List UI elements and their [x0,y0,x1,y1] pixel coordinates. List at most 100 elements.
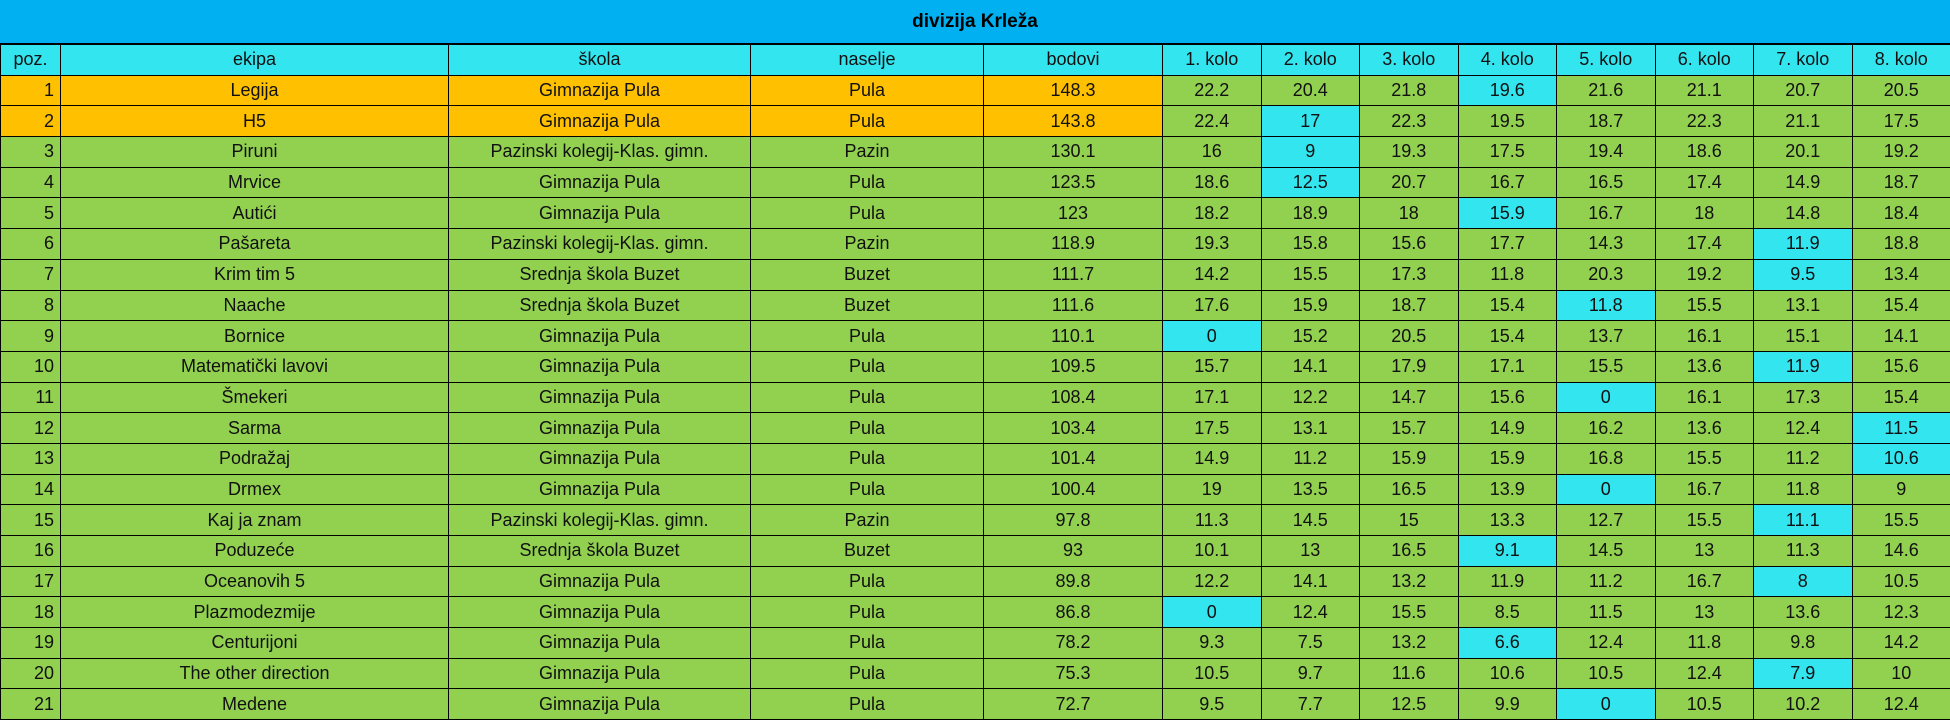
team-cell: Šmekeri [60,381,449,414]
round-score-cell: 0 [1162,320,1262,352]
school-cell: Gimnazija Pula [448,381,751,414]
points-cell: 72.7 [983,688,1163,720]
round-score-cell: 15.7 [1359,412,1459,444]
school-cell: Srednja škola Buzet [448,258,751,291]
table-row: 6 Pašareta Pazinski kolegij-Klas. gimn. Paz… [0,228,1950,260]
round-score-cell: 15.5 [1851,504,1950,536]
school-cell: Gimnazija Pula [448,657,751,690]
round-score-cell: 13.2 [1359,565,1459,598]
team-cell: Mrvice [60,166,449,199]
round-score-cell: 13 [1260,535,1360,567]
round-score-cell: 9 [1260,136,1360,168]
round-score-cell: 8 [1753,565,1853,598]
points-cell: 89.8 [983,565,1163,598]
table-row: 8 Naache Srednja škola Buzet Buzet 111.6 17.6… [0,289,1950,322]
rank-cell: 2 [0,105,61,138]
round-score-cell: 10.5 [1851,565,1950,598]
town-cell: Pula [750,197,984,230]
town-cell: Pula [750,565,984,598]
school-cell: Gimnazija Pula [448,565,751,598]
table-row: 14 Drmex Gimnazija Pula Pula 100.4 19 13.5 16.5… [0,473,1950,506]
round-score-cell: 17.3 [1359,258,1459,291]
round-score-cell: 0 [1556,688,1656,720]
round-score-cell: 16.8 [1556,442,1656,475]
team-cell: Naache [60,289,449,322]
table-row: 19 Centurijoni Gimnazija Pula Pula 78.2 9.3 7.… [0,627,1950,659]
column-header: 2. kolo [1260,44,1360,76]
town-cell: Pula [750,381,984,414]
round-score-cell: 15.4 [1851,381,1950,414]
rank-cell: 9 [0,320,61,352]
round-score-cell: 13.4 [1851,258,1950,291]
school-cell: Gimnazija Pula [448,627,751,659]
rank-cell: 4 [0,166,61,199]
school-cell: Gimnazija Pula [448,166,751,199]
round-score-cell: 20.5 [1359,320,1459,352]
table-row: 21 Medene Gimnazija Pula Pula 72.7 9.5 7.7 12.5… [0,688,1950,720]
round-score-cell: 18.7 [1556,105,1656,138]
round-score-cell: 11.5 [1851,412,1950,444]
round-score-cell: 16.5 [1359,473,1459,506]
rank-cell: 21 [0,688,61,720]
points-cell: 100.4 [983,473,1163,506]
round-score-cell: 19.6 [1457,74,1557,107]
round-score-cell: 10.5 [1654,688,1754,720]
team-cell: Poduzeće [60,535,449,567]
round-score-cell: 13.2 [1359,627,1459,659]
round-score-cell: 12.4 [1851,688,1950,720]
team-cell: Sarma [60,412,449,444]
round-score-cell: 15.7 [1162,350,1262,383]
team-cell: The other direction [60,657,449,690]
round-score-cell: 15.9 [1359,442,1459,475]
rank-cell: 10 [0,350,61,383]
round-score-cell: 14.9 [1753,166,1853,199]
rank-cell: 7 [0,258,61,291]
round-score-cell: 14.9 [1457,412,1557,444]
rank-cell: 11 [0,381,61,414]
round-score-cell: 14.9 [1162,442,1262,475]
round-score-cell: 12.5 [1260,166,1360,199]
round-score-cell: 12.4 [1753,412,1853,444]
points-cell: 86.8 [983,596,1163,629]
round-score-cell: 19 [1162,473,1262,506]
round-score-cell: 0 [1162,596,1262,629]
round-score-cell: 9.5 [1162,688,1262,720]
round-score-cell: 14.1 [1260,350,1360,383]
round-score-cell: 20.4 [1260,74,1360,107]
round-score-cell: 15.5 [1654,442,1754,475]
round-score-cell: 17 [1260,105,1360,138]
round-score-cell: 16.2 [1556,412,1656,444]
round-score-cell: 16.5 [1359,535,1459,567]
table-row: 4 Mrvice Gimnazija Pula Pula 123.5 18.6 12.5 20… [0,166,1950,199]
round-score-cell: 14.2 [1162,258,1262,291]
rank-cell: 19 [0,627,61,659]
round-score-cell: 13.1 [1260,412,1360,444]
town-cell: Pula [750,442,984,475]
round-score-cell: 11.2 [1260,442,1360,475]
rank-cell: 12 [0,412,61,444]
team-cell: Piruni [60,136,449,168]
round-score-cell: 16.7 [1457,166,1557,199]
points-cell: 93 [983,535,1163,567]
round-score-cell: 10.2 [1753,688,1853,720]
column-header: 7. kolo [1753,44,1853,76]
round-score-cell: 13.1 [1753,289,1853,322]
rank-cell: 17 [0,565,61,598]
points-cell: 111.7 [983,258,1163,291]
school-cell: Gimnazija Pula [448,442,751,475]
round-score-cell: 13.7 [1556,320,1656,352]
school-cell: Pazinski kolegij-Klas. gimn. [448,504,751,536]
points-cell: 75.3 [983,657,1163,690]
round-score-cell: 20.5 [1851,74,1950,107]
school-cell: Gimnazija Pula [448,596,751,629]
round-score-cell: 9 [1851,473,1950,506]
round-score-cell: 0 [1556,381,1656,414]
round-score-cell: 17.4 [1654,228,1754,260]
round-score-cell: 11.9 [1753,228,1853,260]
column-header: bodovi [983,44,1163,76]
round-score-cell: 21.8 [1359,74,1459,107]
round-score-cell: 15.6 [1359,228,1459,260]
round-score-cell: 16.7 [1556,197,1656,230]
round-score-cell: 14.7 [1359,381,1459,414]
round-score-cell: 12.2 [1162,565,1262,598]
